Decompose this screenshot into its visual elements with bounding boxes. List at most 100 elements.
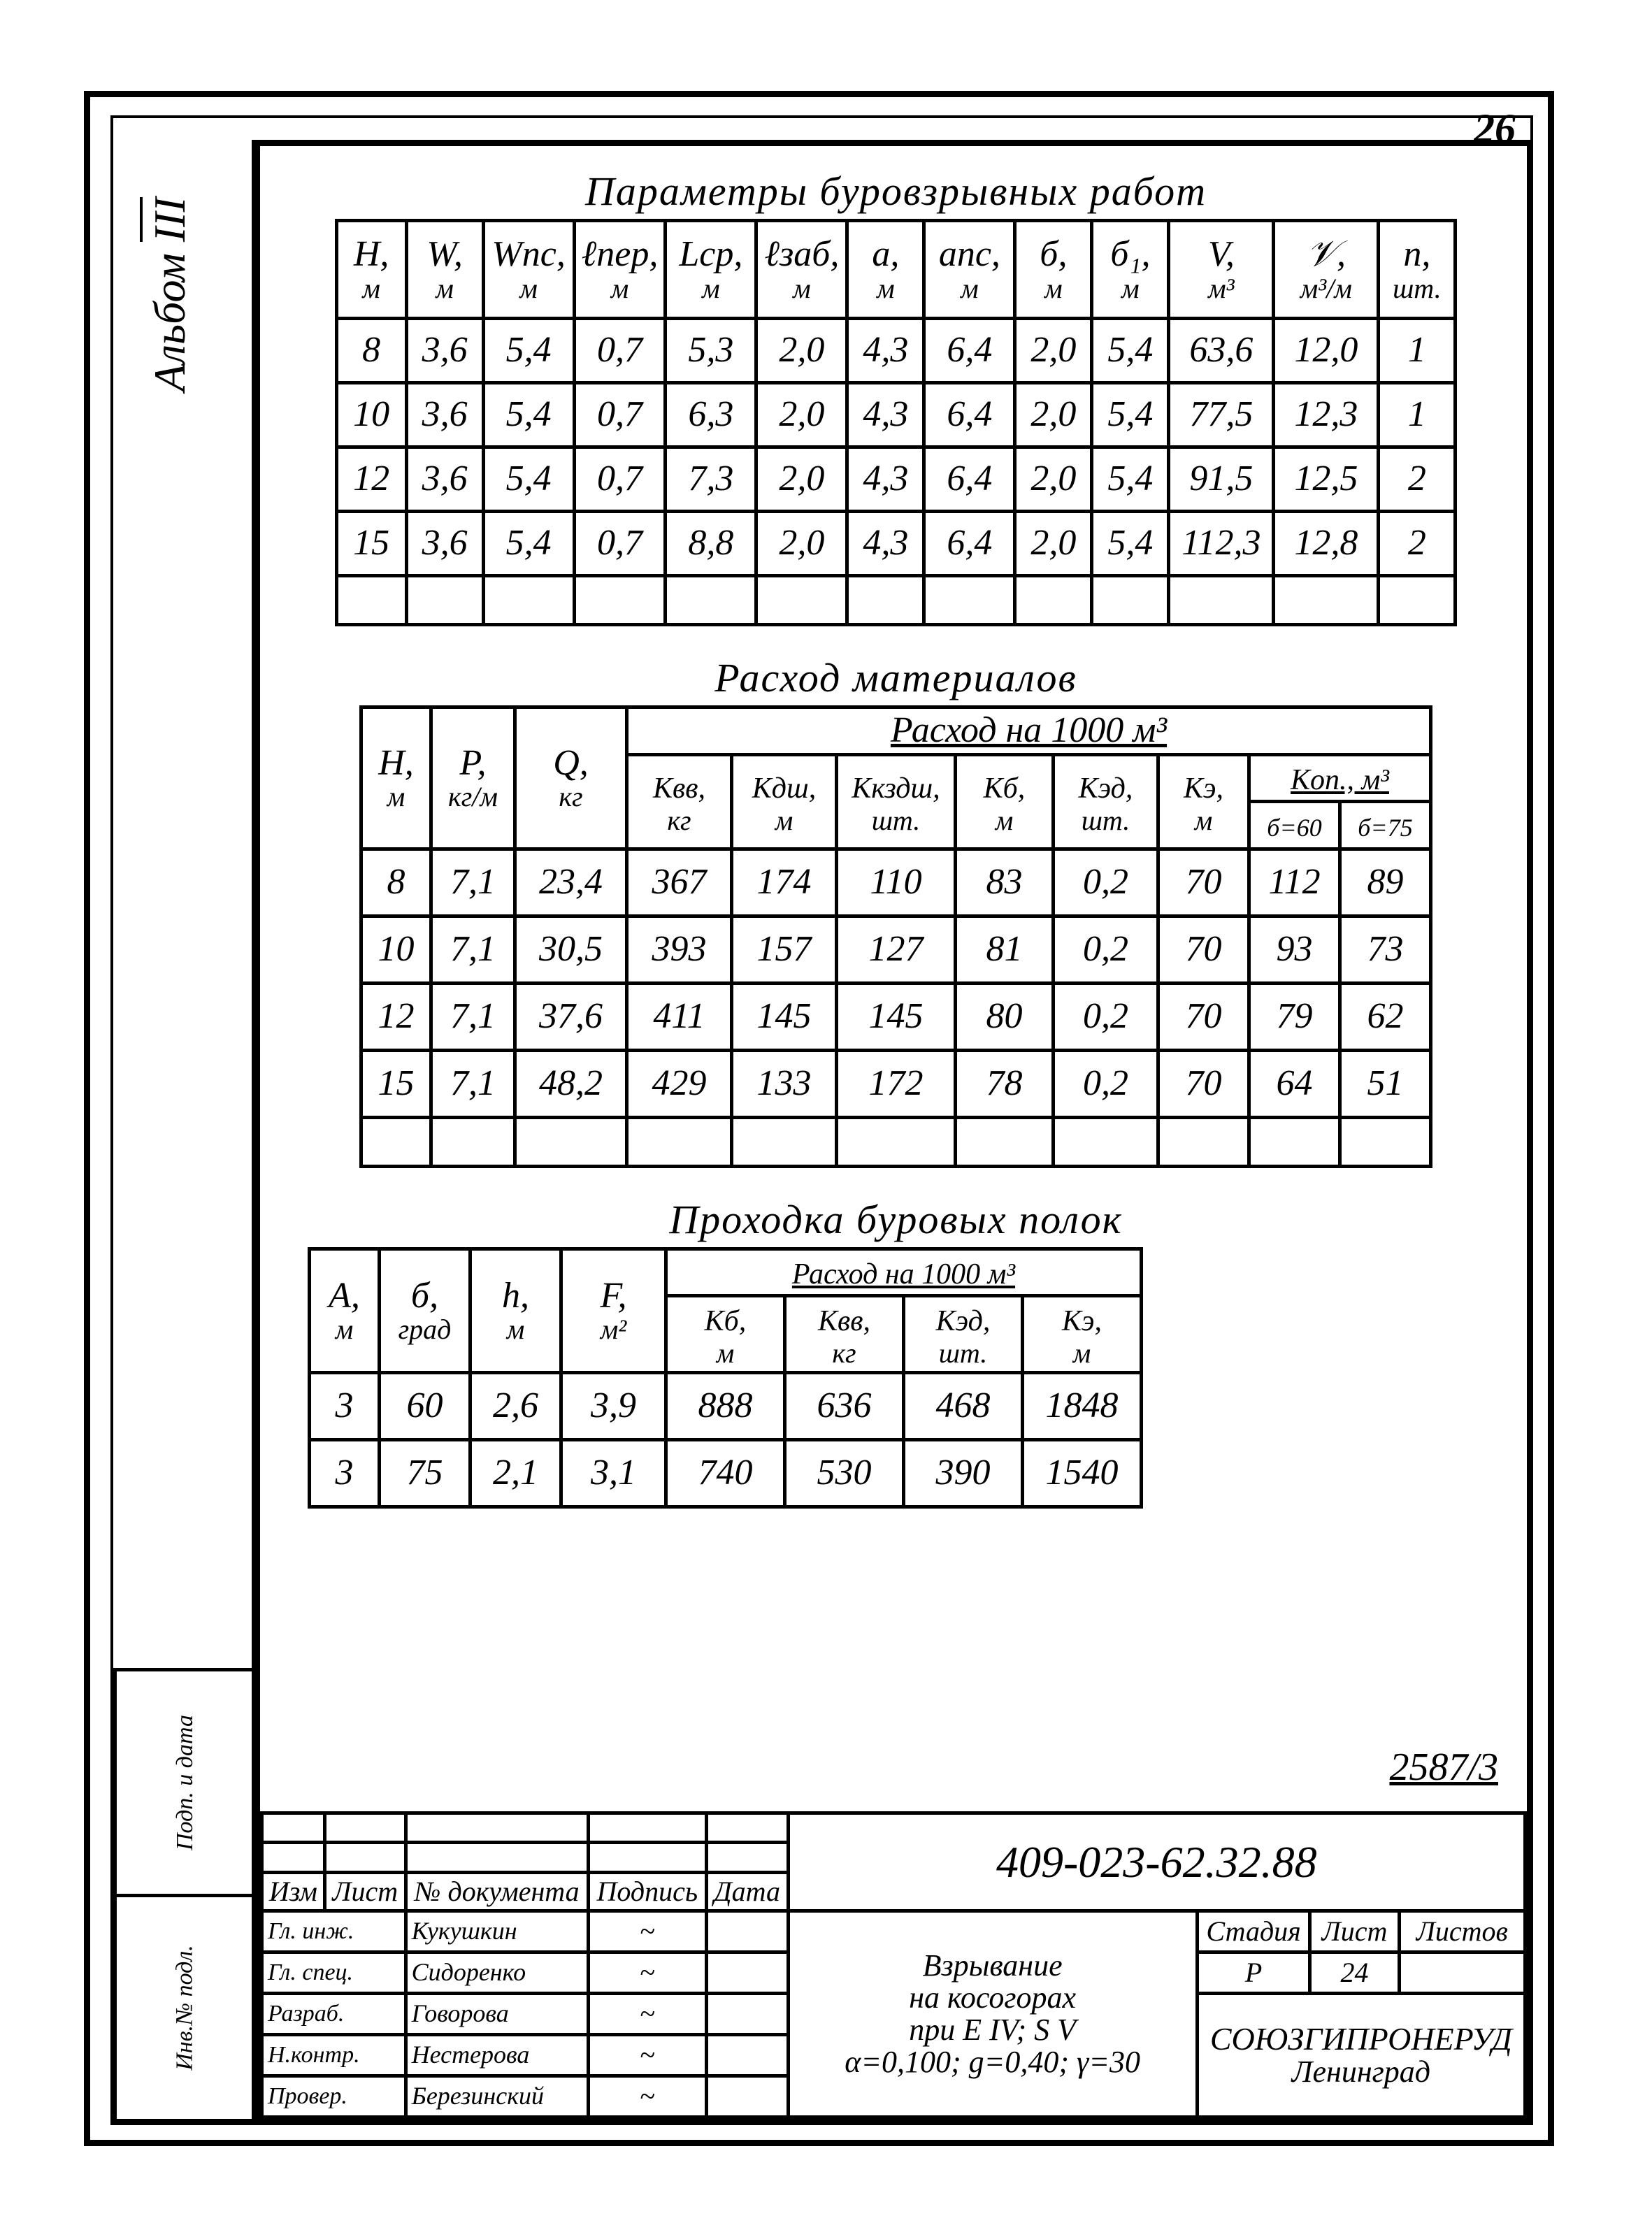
- t3-cell: 530: [785, 1439, 904, 1506]
- content-area: Параметры буровзрывных работ H,мW,мWпс,м…: [280, 161, 1512, 1509]
- t2-cell: 429: [627, 1050, 732, 1117]
- t3-cell: 740: [666, 1439, 785, 1506]
- album-label: Альбом III: [140, 197, 196, 391]
- t1-cell: 6,4: [924, 383, 1015, 447]
- t2-empty: [837, 1117, 956, 1166]
- t1-cell: 5,4: [1092, 383, 1169, 447]
- t2-cell: 70: [1158, 1050, 1249, 1117]
- stamp-doc-code: 409-023-62.32.88: [788, 1813, 1525, 1911]
- stamp-empty: [324, 1813, 405, 1843]
- stamp-empty: [324, 1843, 405, 1872]
- stamp-empty: [706, 1843, 788, 1872]
- t1-cell: 77,5: [1169, 383, 1274, 447]
- t1-cell: 4,3: [847, 447, 924, 512]
- t1-empty: [924, 576, 1015, 625]
- t1-empty: [847, 576, 924, 625]
- t2-sub-header: Kкздш,шт.: [837, 754, 956, 849]
- t2-cell: 10: [361, 916, 431, 983]
- stamp-sheet: 24: [1310, 1952, 1399, 1994]
- t1-empty: [1379, 576, 1456, 625]
- t2-cell: 7,1: [431, 1050, 515, 1117]
- t1-header: aпс,м: [924, 221, 1015, 319]
- t2-cell: 23,4: [515, 849, 627, 916]
- t2-cell: 157: [732, 916, 837, 983]
- t2-cell: 393: [627, 916, 732, 983]
- t1-header: a,м: [847, 221, 924, 319]
- t2-cell: 62: [1340, 983, 1431, 1050]
- t1-empty: [483, 576, 574, 625]
- t2-cell: 93: [1249, 916, 1340, 983]
- t3-cell: 888: [666, 1372, 785, 1439]
- page: 26 Альбом III Параметры буровзрывных раб…: [0, 0, 1652, 2230]
- table1: H,мW,мWпс,мℓпер,мLср,мℓзаб,мa,мaпс,мб,мб…: [335, 219, 1458, 626]
- stamp-signature: ~: [588, 2076, 706, 2117]
- t2-cell: 51: [1340, 1050, 1431, 1117]
- t1-cell: 4,3: [847, 319, 924, 383]
- t1-cell: 6,4: [924, 319, 1015, 383]
- t1-cell: 8,8: [666, 512, 756, 576]
- t1-header: Wпс,м: [483, 221, 574, 319]
- t2-sub-header: Kэ,м: [1158, 754, 1249, 849]
- t1-header: 𝒱,м³/м: [1274, 221, 1379, 319]
- stamp-date: [706, 1952, 788, 1994]
- stamp-date: [706, 1911, 788, 1952]
- side-cell-0: Инв.№ подл.: [115, 1895, 256, 2121]
- t2-cell: 15: [361, 1050, 431, 1117]
- stamp-empty: [405, 1813, 588, 1843]
- t2-empty: [956, 1117, 1054, 1166]
- t2-empty: [732, 1117, 837, 1166]
- t2-cell: 0,2: [1054, 1050, 1158, 1117]
- t1-header: ℓзаб,м: [756, 221, 847, 319]
- stamp-sheet-hdr: Лист: [1310, 1911, 1399, 1952]
- stamp-date: [706, 1994, 788, 2035]
- t2-cell: 0,2: [1054, 983, 1158, 1050]
- t2-empty: [1158, 1117, 1249, 1166]
- t1-cell: 5,4: [1092, 512, 1169, 576]
- t2-cell: 79: [1249, 983, 1340, 1050]
- t2-cell: 7,1: [431, 983, 515, 1050]
- t3-sub-header: Kб,м: [666, 1296, 785, 1373]
- t2-sub-header: Kдш,м: [732, 754, 837, 849]
- stamp-empty: [588, 1813, 706, 1843]
- stamp-name: Нестерова: [405, 2035, 588, 2076]
- t3-cell: 1848: [1023, 1372, 1142, 1439]
- t3-left-header: h,м: [471, 1249, 561, 1372]
- t1-header: n,шт.: [1379, 221, 1456, 319]
- stamp-date: [706, 2076, 788, 2117]
- t1-cell: 4,3: [847, 383, 924, 447]
- t1-cell: 63,6: [1169, 319, 1274, 383]
- t3-cell: 1540: [1023, 1439, 1142, 1506]
- t3-cell: 3,9: [561, 1372, 666, 1439]
- t2-empty: [431, 1117, 515, 1166]
- t1-cell: 10: [336, 383, 406, 447]
- t1-cell: 0,7: [574, 512, 666, 576]
- t1-cell: 91,5: [1169, 447, 1274, 512]
- t2-cell: 8: [361, 849, 431, 916]
- t2-cell: 145: [732, 983, 837, 1050]
- t2-cell: 411: [627, 983, 732, 1050]
- t1-cell: 0,7: [574, 383, 666, 447]
- t1-cell: 5,4: [1092, 319, 1169, 383]
- title-block: 409-023-62.32.88ИзмЛист№ документаПодпис…: [260, 1811, 1527, 2119]
- stamp-col-label: Дата: [706, 1872, 788, 1911]
- t2-cell: 80: [956, 983, 1054, 1050]
- t1-cell: 2,0: [1015, 512, 1092, 576]
- stamp-name: Говорова: [405, 1994, 588, 2035]
- t1-empty: [1274, 576, 1379, 625]
- t1-header: ℓпер,м: [574, 221, 666, 319]
- t2-empty: [1054, 1117, 1158, 1166]
- stamp-col-label: Лист: [324, 1872, 405, 1911]
- t3-left-header: б,град: [380, 1249, 471, 1372]
- stamp-sheets: [1399, 1952, 1525, 1994]
- t3-sub-header: Kэд,шт.: [904, 1296, 1023, 1373]
- t1-header: V,м³: [1169, 221, 1274, 319]
- t3-cell: 3: [310, 1372, 380, 1439]
- t1-cell: 3,6: [406, 447, 483, 512]
- side-cell-1: Подп. и дата: [115, 1670, 256, 1896]
- t2-empty: [1340, 1117, 1431, 1166]
- t2-cell: 172: [837, 1050, 956, 1117]
- t2-cell: 110: [837, 849, 956, 916]
- stamp-name: Сидоренко: [405, 1952, 588, 1994]
- t1-empty: [1015, 576, 1092, 625]
- side-revision-strip: Подп. и дата Инв.№ подл.: [113, 1668, 252, 2122]
